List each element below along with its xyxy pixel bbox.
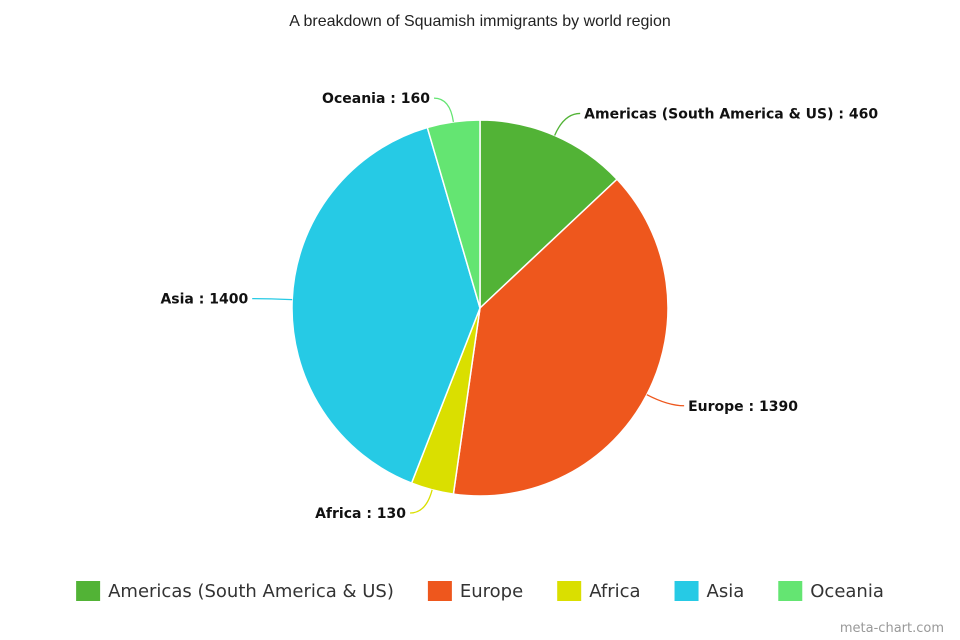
legend-swatch-oceania (778, 581, 803, 601)
legend-label-asia: Asia (707, 581, 745, 602)
legend-swatch-americas-south-america-us (76, 581, 101, 601)
legend-swatch-africa (557, 581, 582, 601)
pie-slice-oceania (426, 119, 481, 309)
pie-slice-asia (291, 126, 481, 485)
leader-line-asia (252, 297, 293, 301)
legend-item-europe[interactable]: Europe (427, 581, 523, 602)
leader-line-oceania (433, 97, 455, 122)
legend-label-africa: Africa (589, 581, 640, 602)
legend-item-oceania[interactable]: Oceania (778, 581, 884, 602)
data-labels: Americas (South America & US) : 460 Europ… (160, 91, 878, 522)
legend-label-oceania: Oceania (810, 581, 884, 602)
pie-slice-americas-south-america-us (479, 119, 619, 310)
data-label-oceania: Oceania : 160 (322, 91, 430, 107)
data-label-africa: Africa : 130 (315, 506, 406, 522)
legend-item-americas-south-america-us[interactable]: Americas (South America & US) (76, 581, 394, 602)
data-label-asia: Asia : 1400 (160, 292, 248, 308)
leader-line-africa (410, 489, 433, 514)
legend-label-europe: Europe (460, 581, 523, 602)
leader-lines (252, 97, 685, 514)
legend-swatch-europe (427, 581, 452, 601)
leader-line-americas-south-america-us (554, 112, 581, 136)
legend-swatch-asia (674, 581, 699, 601)
leader-line-europe (646, 394, 685, 407)
data-label-americas-south-america-us: Americas (South America & US) : 460 (584, 106, 878, 122)
chart-title: A breakdown of Squamish immigrants by wo… (289, 13, 671, 30)
credit-text: meta-chart.com (840, 621, 944, 636)
legend-label-americas-south-america-us: Americas (South America & US) (108, 581, 394, 602)
legend-item-asia[interactable]: Asia (674, 581, 745, 602)
pie-slice-europe (452, 178, 669, 497)
pie-slices (291, 119, 669, 497)
legend: Americas (South America & US) Europe Afric… (76, 581, 884, 602)
legend-item-africa[interactable]: Africa (557, 581, 641, 602)
data-label-europe: Europe : 1390 (688, 399, 798, 415)
